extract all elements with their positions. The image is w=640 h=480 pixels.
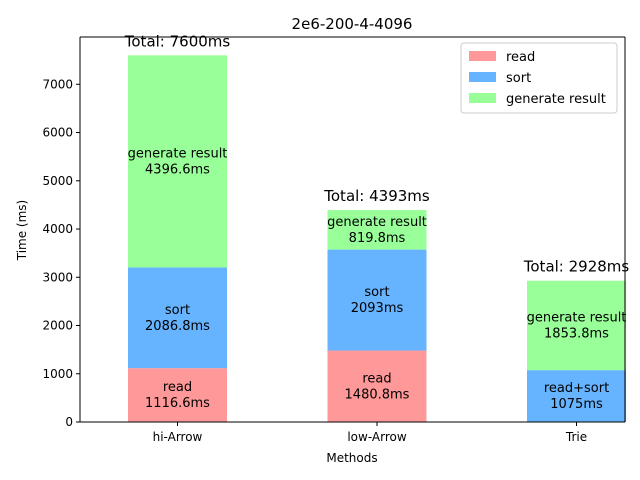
segment-value-label-line: read <box>163 380 192 395</box>
y-tick-label: 3000 <box>42 270 73 284</box>
bar-segment-generate-result <box>527 280 626 371</box>
bar-total-label: Total: 7600ms <box>124 32 231 50</box>
legend-box <box>460 42 618 114</box>
segment-value-label-line: sort <box>364 285 389 300</box>
segment-value-label-line: 2093ms <box>351 301 404 316</box>
segment-value-label-line: read <box>362 371 391 386</box>
bar-segment-read <box>327 350 427 422</box>
segment-value-label-line: sort <box>165 303 190 318</box>
segment-value-label: generate result 1853.8ms <box>527 310 627 341</box>
segment-value-label-line: generate result <box>128 146 228 161</box>
segment-value-label-line: 1853.8ms <box>544 326 609 341</box>
legend-entry-label: sort <box>506 71 531 86</box>
segment-value-label: sort 2086.8ms <box>145 303 210 334</box>
segment-value-label-line: 2086.8ms <box>145 319 210 334</box>
y-tick-label: 4000 <box>42 222 73 236</box>
legend-swatch-generate-result <box>469 93 496 103</box>
x-tick-label: low-Arrow <box>347 430 407 444</box>
bar-total-label: Total: 2928ms <box>523 258 630 276</box>
x-tick-label: Trie <box>565 430 587 444</box>
segment-value-label: read+sort 1075ms <box>544 381 609 412</box>
segment-value-label-line: generate result <box>527 310 627 325</box>
segment-value-label: generate result 4396.6ms <box>128 146 228 177</box>
segment-value-label-line: 1075ms <box>550 397 603 412</box>
segment-value-label-line: 4396.6ms <box>145 162 210 177</box>
bar-segment-sort <box>327 249 427 351</box>
bar-total-label: Total: 4393ms <box>323 187 430 205</box>
bar-segment-sort <box>527 370 626 422</box>
segment-value-label-line: read+sort <box>544 381 609 396</box>
y-tick-label: 6000 <box>42 126 73 140</box>
x-axis-label: Methods <box>326 451 377 465</box>
y-axis-label: Time (ms) <box>15 200 29 262</box>
segment-value-label: generate result 819.8ms <box>327 215 427 246</box>
y-tick-label: 5000 <box>42 174 73 188</box>
bar-segment-generate-result <box>327 210 427 250</box>
bar-segment-generate-result <box>128 55 227 268</box>
legend: read sort generate result <box>460 42 618 114</box>
bar-segment-sort <box>128 267 227 369</box>
legend-entry-label: read <box>506 50 535 65</box>
bar-segment-read <box>128 368 227 422</box>
segment-value-label: read 1116.6ms <box>145 380 210 411</box>
y-tick-label: 1000 <box>42 367 73 381</box>
segment-value-label-line: generate result <box>327 215 427 230</box>
legend-swatch-read <box>469 51 496 61</box>
segment-value-label: read 1480.8ms <box>345 371 410 402</box>
segment-value-label: sort 2093ms <box>351 285 404 316</box>
segment-value-label-line: 819.8ms <box>349 231 406 246</box>
y-tick-label: 2000 <box>42 319 73 333</box>
x-tick-label: hi-Arrow <box>153 430 203 444</box>
legend-swatch-sort <box>469 72 496 82</box>
segment-value-label-line: 1480.8ms <box>345 387 410 402</box>
legend-entry-label: generate result <box>506 92 606 107</box>
segment-value-label-line: 1116.6ms <box>145 396 210 411</box>
y-tick-label: 7000 <box>42 77 73 91</box>
y-tick-label: 0 <box>65 415 73 429</box>
chart-title: 2e6-200-4-4096 <box>292 15 413 33</box>
